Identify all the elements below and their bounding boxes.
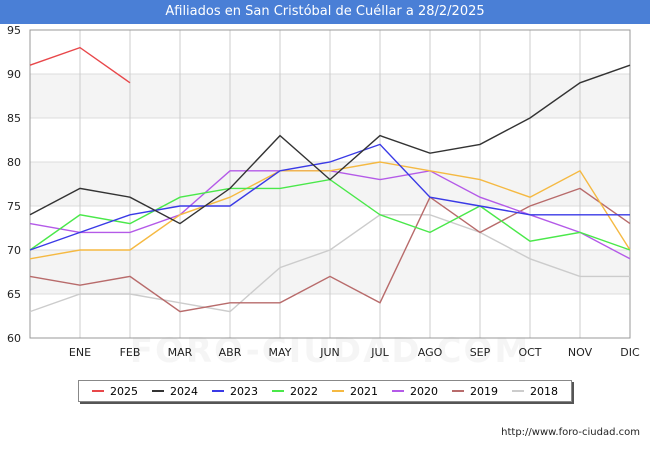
- legend-swatch: [332, 390, 344, 392]
- legend-swatch: [392, 390, 404, 392]
- legend-label: 2021: [350, 384, 378, 398]
- plot-border: [29, 29, 631, 339]
- legend-item-2025: 2025: [92, 385, 138, 398]
- y-tick-label: 80: [7, 156, 21, 169]
- y-tick-label: 65: [7, 288, 21, 301]
- legend-swatch: [452, 390, 464, 392]
- x-tick-label: MAR: [168, 346, 193, 359]
- watermark-text: FORO-CIUDAD.COM: [130, 331, 531, 371]
- series-line-2021: [29, 161, 631, 260]
- x-tick-label: ENE: [69, 346, 91, 359]
- legend-item-2022: 2022: [272, 385, 318, 398]
- x-tick-label: OCT: [518, 346, 541, 359]
- series-line-2023: [29, 143, 630, 251]
- y-tick-label: 95: [7, 24, 21, 37]
- series-line-2025: [29, 46, 131, 84]
- x-tick-label: JUN: [319, 346, 340, 359]
- legend-label: 2025: [110, 384, 138, 398]
- series-line-2019: [29, 187, 631, 313]
- footer-url[interactable]: http://www.foro-ciudad.com: [501, 427, 640, 438]
- y-tick-label: 85: [7, 112, 21, 125]
- legend-swatch: [512, 390, 524, 392]
- legend-label: 2018: [530, 384, 558, 398]
- x-tick-label: SEP: [470, 346, 491, 359]
- x-tick-label: NOV: [568, 346, 593, 359]
- legend-item-2024: 2024: [152, 385, 198, 398]
- legend-swatch: [212, 390, 224, 392]
- legend-label: 2019: [470, 384, 498, 398]
- legend-swatch: [272, 390, 284, 392]
- chart-legend: 2025 2024 2023 2022 2021 2020 2019 2018: [78, 380, 572, 402]
- chart-title: Afiliados en San Cristóbal de Cuéllar a …: [0, 0, 650, 24]
- series-line-2024: [29, 64, 631, 225]
- y-tick-label: 70: [7, 244, 21, 257]
- y-tick-label: 60: [7, 332, 21, 345]
- legend-swatch: [152, 390, 164, 392]
- legend-item-2019: 2019: [452, 385, 498, 398]
- y-tick-label: 75: [7, 200, 21, 213]
- legend-label: 2023: [230, 384, 258, 398]
- legend-swatch: [92, 390, 104, 392]
- legend-item-2018: 2018: [512, 385, 558, 398]
- x-tick-label: FEB: [120, 346, 141, 359]
- legend-label: 2020: [410, 384, 438, 398]
- series-line-2018: [29, 214, 630, 313]
- y-tick-label: 90: [7, 68, 21, 81]
- legend-label: 2024: [170, 384, 198, 398]
- x-tick-label: AGO: [418, 346, 443, 359]
- legend-label: 2022: [290, 384, 318, 398]
- legend-item-2020: 2020: [392, 385, 438, 398]
- legend-item-2021: 2021: [332, 385, 378, 398]
- x-tick-label: DIC: [620, 346, 640, 359]
- x-tick-label: JUL: [370, 346, 389, 359]
- x-tick-label: ABR: [219, 346, 242, 359]
- legend-item-2023: 2023: [212, 385, 258, 398]
- x-tick-label: MAY: [269, 346, 292, 359]
